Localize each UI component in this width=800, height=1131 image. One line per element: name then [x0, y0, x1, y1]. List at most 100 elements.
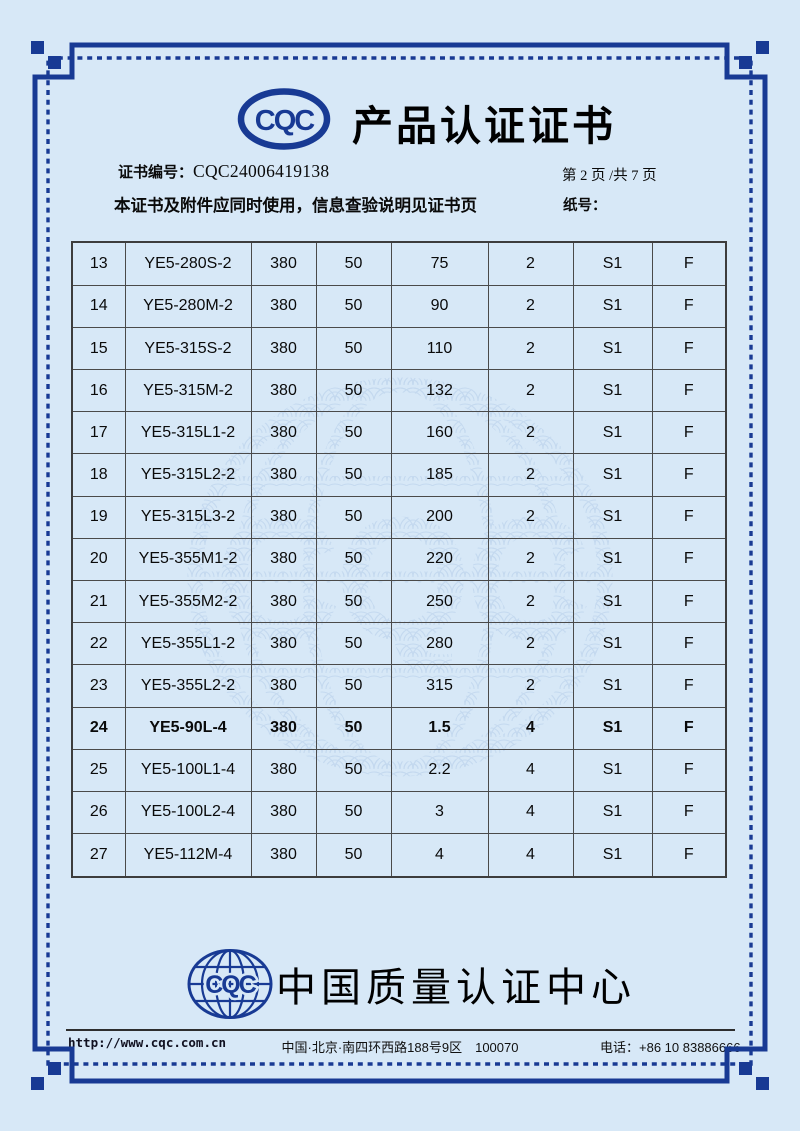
- table-row: 15 YE5-315S-2 380 50 110 2 S1 F: [71, 326, 727, 371]
- table-cell: 380: [250, 579, 317, 624]
- table-cell: S1: [572, 411, 653, 455]
- table-row: 17 YE5-315L1-2 380 50 160 2 S1 F: [71, 411, 727, 455]
- table-row: 21 YE5-355M2-2 380 50 250 2 S1 F: [71, 579, 727, 624]
- table-cell: F: [651, 369, 727, 413]
- cqc-logo-text: CQC: [255, 105, 316, 137]
- table-cell: 380: [250, 664, 317, 708]
- certificate-number-value: CQC24006419138: [193, 161, 330, 181]
- table-cell: 50: [315, 664, 392, 708]
- footer-website: http://www.cqc.com.cn: [68, 1035, 227, 1050]
- table-cell: 23: [71, 664, 126, 708]
- table-cell: YE5-280S-2: [124, 241, 252, 286]
- table-cell: S1: [572, 369, 653, 413]
- table-row: 25 YE5-100L1-4 380 50 2.2 4 S1 F: [71, 748, 727, 792]
- table-cell: 21: [71, 579, 126, 624]
- table-cell: 315: [390, 664, 489, 708]
- table-cell: 380: [250, 241, 317, 286]
- table-cell: YE5-100L2-4: [124, 790, 252, 835]
- table-cell: 4: [487, 706, 574, 750]
- table-cell: 27: [71, 833, 126, 878]
- table-cell: F: [651, 579, 727, 624]
- table-cell: 1.5: [390, 706, 489, 750]
- table-cell: YE5-315M-2: [124, 369, 252, 413]
- table-cell: YE5-315S-2: [124, 326, 252, 371]
- table-cell: F: [651, 284, 727, 328]
- table-cell: YE5-355M1-2: [124, 537, 252, 581]
- table-cell: YE5-315L2-2: [124, 453, 252, 497]
- table-cell: 4: [487, 790, 574, 835]
- table-cell: S1: [572, 537, 653, 581]
- table-cell: YE5-355M2-2: [124, 579, 252, 624]
- table-cell: 50: [315, 369, 392, 413]
- table-cell: 50: [315, 326, 392, 371]
- table-cell: 16: [71, 369, 126, 413]
- table-cell: F: [651, 326, 727, 371]
- table-cell: YE5-112M-4: [124, 833, 252, 878]
- table-row: 14 YE5-280M-2 380 50 90 2 S1 F: [71, 284, 727, 328]
- table-cell: S1: [572, 833, 653, 878]
- table-row: 23 YE5-355L2-2 380 50 315 2 S1 F: [71, 664, 727, 708]
- table-cell: 50: [315, 748, 392, 792]
- table-cell: 380: [250, 790, 317, 835]
- table-cell: S1: [572, 241, 653, 286]
- table-cell: YE5-315L3-2: [124, 495, 252, 539]
- table-cell: 3: [390, 790, 489, 835]
- table-cell: YE5-315L1-2: [124, 411, 252, 455]
- table-cell: F: [651, 495, 727, 539]
- table-row: 24 YE5-90L-4 380 50 1.5 4 S1 F: [71, 706, 727, 750]
- table-cell: 380: [250, 622, 317, 666]
- table-cell: 380: [250, 411, 317, 455]
- table-cell: 17: [71, 411, 126, 455]
- certificate-number-line: 证书编号：CQC24006419138: [118, 161, 329, 182]
- table-cell: S1: [572, 664, 653, 708]
- footer-phone: 电话：+86 10 83886666: [600, 1040, 741, 1055]
- table-cell: 380: [250, 326, 317, 371]
- table-cell: 50: [315, 579, 392, 624]
- table-row: 20 YE5-355M1-2 380 50 220 2 S1 F: [71, 537, 727, 581]
- table-cell: 380: [250, 495, 317, 539]
- table-cell: 380: [250, 453, 317, 497]
- table-cell: F: [651, 537, 727, 581]
- table-cell: 22: [71, 622, 126, 666]
- table-cell: S1: [572, 579, 653, 624]
- spec-table-body: 13 YE5-280S-2 380 50 75 2 S1 F 14 YE5-280M-2 380 50…: [71, 241, 727, 878]
- table-cell: S1: [572, 284, 653, 328]
- organization-name: 中国质量认证中心: [276, 966, 636, 1010]
- paper-number-label: 纸号：: [563, 198, 607, 214]
- usage-notice: 本证书及附件应同时使用，信息查验说明见证书页: [114, 197, 477, 215]
- cqc-globe-icon: CQC: [187, 949, 273, 1019]
- table-cell: F: [651, 241, 727, 286]
- table-cell: 15: [71, 326, 126, 371]
- table-cell: 2: [487, 369, 574, 413]
- table-cell: 2: [487, 495, 574, 539]
- table-row: 19 YE5-315L3-2 380 50 200 2 S1 F: [71, 495, 727, 539]
- table-row: 27 YE5-112M-4 380 50 4 4 S1 F: [71, 833, 727, 878]
- table-cell: 18: [71, 453, 126, 497]
- table-cell: YE5-90L-4: [124, 706, 252, 750]
- table-cell: 380: [250, 833, 317, 878]
- table-cell: 20: [71, 537, 126, 581]
- table-cell: 50: [315, 706, 392, 750]
- table-cell: S1: [572, 622, 653, 666]
- table-cell: 160: [390, 411, 489, 455]
- table-cell: 185: [390, 453, 489, 497]
- table-cell: 2: [487, 411, 574, 455]
- table-cell: YE5-280M-2: [124, 284, 252, 328]
- table-cell: 380: [250, 284, 317, 328]
- table-cell: 14: [71, 284, 126, 328]
- table-cell: S1: [572, 748, 653, 792]
- table-cell: 25: [71, 748, 126, 792]
- table-cell: F: [651, 622, 727, 666]
- table-cell: 2: [487, 664, 574, 708]
- table-cell: 24: [71, 706, 126, 750]
- table-cell: 4: [487, 833, 574, 878]
- table-cell: 4: [390, 833, 489, 878]
- table-cell: S1: [572, 706, 653, 750]
- certificate-number-label: 证书编号：: [118, 165, 194, 181]
- table-cell: 50: [315, 833, 392, 878]
- table-cell: S1: [572, 495, 653, 539]
- table-row: 16 YE5-315M-2 380 50 132 2 S1 F: [71, 369, 727, 413]
- table-cell: S1: [572, 453, 653, 497]
- table-cell: 50: [315, 790, 392, 835]
